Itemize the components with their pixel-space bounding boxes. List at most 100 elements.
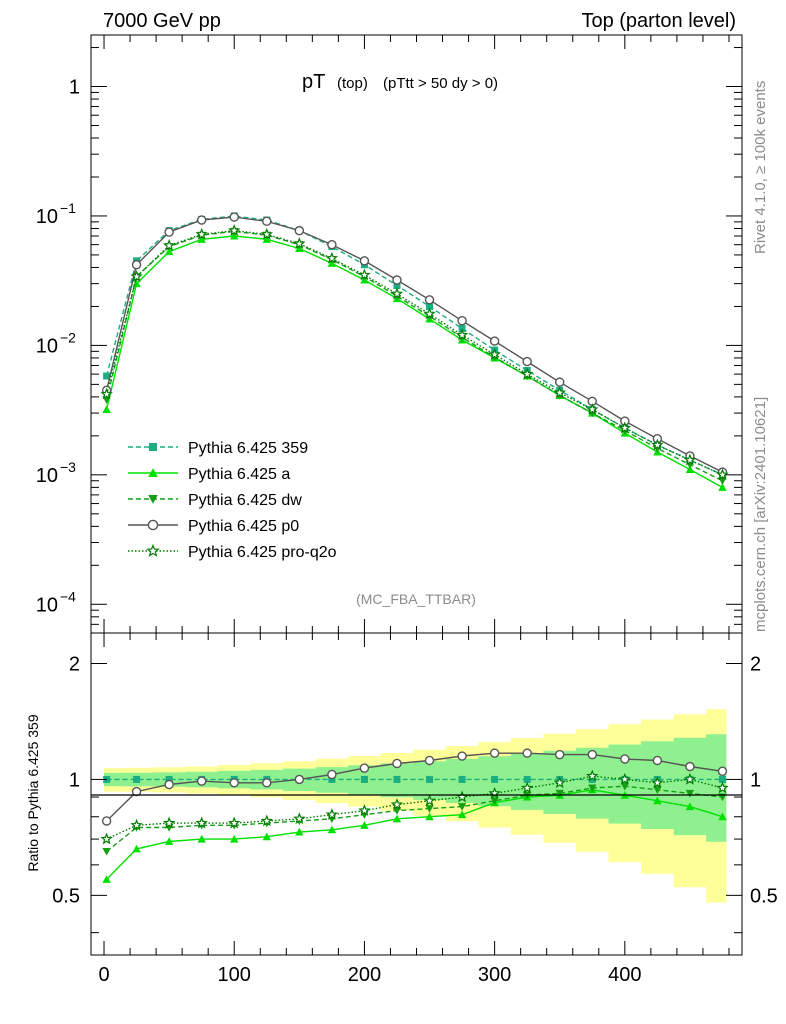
main-yticks: 110−110−210−310−4: [36, 47, 742, 634]
series-1-ratio-point: [197, 834, 206, 843]
series-1-point: [718, 483, 727, 491]
series-4-point: [553, 386, 566, 399]
title-sub: (top): [337, 75, 368, 92]
series-4-ratio-point: [195, 816, 208, 829]
series-1-point: [102, 405, 111, 413]
series-1-ratio-point: [392, 814, 402, 823]
series-1-point: [230, 231, 239, 240]
ratio-tick-label-right: 2: [750, 653, 761, 675]
ratio-tick-label-right: 1: [750, 769, 761, 791]
series-2-ratio-point: [490, 797, 499, 805]
series-3-ratio-point: [327, 769, 337, 780]
series-4-point: [100, 387, 113, 400]
series-1-ratio-point: [425, 812, 434, 821]
series-0-point: [458, 325, 466, 333]
series-0-point: [103, 372, 111, 380]
series-4-point: [683, 453, 697, 466]
series-3-ratio-point: [424, 755, 435, 766]
series-3-point: [489, 336, 500, 346]
ratio-band-inner: [104, 734, 727, 842]
series-0-point: [426, 302, 434, 310]
ratio-tick-label: 0.5: [52, 885, 80, 907]
plot-title: pT (top) (pTtt > 50 dy > 0): [302, 71, 498, 93]
series-4-ratio-point: [260, 814, 273, 827]
series-1-point: [685, 465, 695, 473]
series-4-point: [195, 227, 208, 240]
watermark: (MC_FBA_TTBAR): [356, 591, 476, 607]
series-4-ratio-point: [228, 816, 241, 829]
series-4-point: [162, 239, 176, 251]
series-3-ratio-point: [717, 766, 728, 776]
series-4-ratio-point: [423, 794, 436, 807]
series-1-ratio-point: [457, 810, 467, 819]
ratio-bands: [104, 709, 727, 903]
y-tick-exponent: −1: [60, 200, 76, 216]
x-tick-label: 0: [98, 964, 109, 986]
series-3-point: [164, 227, 174, 237]
series-3-ratio-point: [294, 774, 305, 785]
series-4-ratio-point: [683, 772, 697, 785]
ratio-yticks: 0.5 0.5 1 1 2 2: [52, 653, 778, 934]
series-1-ratio-point: [685, 802, 695, 811]
series-1-ratio-point: [295, 827, 304, 836]
series-0-ratio-point: [426, 775, 434, 783]
rivet-label: Rivet 4.1.0, ≥ 100k events: [752, 81, 769, 254]
series-3-ratio-point: [131, 786, 142, 797]
series-3-ratio-point: [457, 751, 467, 761]
series-4-point: [520, 367, 534, 380]
series-3-point: [554, 377, 565, 387]
series-3-ratio-point: [652, 755, 663, 766]
series-1-ratio-point: [164, 837, 174, 845]
legend-label-0: Pythia 6.425 359: [188, 440, 308, 457]
series-1-ratio-point: [102, 875, 111, 883]
series-1-line: [105, 235, 723, 489]
series-3-point: [131, 259, 142, 270]
series-2-point: [718, 477, 727, 485]
series-3-point: [392, 275, 402, 285]
series-4-ratio-point: [130, 818, 143, 831]
series-1-ratio-point: [132, 844, 141, 853]
series-0-ratio-point: [458, 775, 466, 783]
series-3-point: [327, 239, 337, 250]
ratio-marks: [100, 748, 729, 883]
series-1-ratio-point: [653, 796, 662, 805]
header-right: Top (parton level): [581, 10, 736, 32]
legend-label-2: Pythia 6.425 dw: [188, 492, 302, 509]
series-4-ratio-point: [325, 808, 339, 820]
y-tick-label: 10: [36, 594, 58, 616]
ratio-panel: 0 100 200 300 400 0.5 0.5 1 1 2 2: [52, 632, 778, 986]
series-4-point: [260, 227, 273, 240]
series-3-point: [457, 316, 467, 326]
x-tick-label: 100: [218, 964, 251, 986]
series-3-point: [229, 212, 239, 222]
series-3-ratio-point: [164, 779, 174, 790]
series-4-point: [488, 347, 501, 360]
y-tick-exponent: −3: [60, 459, 76, 475]
series-3-ratio-point: [229, 778, 239, 788]
x-tick-label: 400: [608, 964, 641, 986]
series-4-ratio-point: [651, 776, 664, 789]
series-0-ratio-point: [360, 775, 368, 783]
legend: Pythia 6.425 359 Pythia 6.425 a Pythia 6.4…: [128, 440, 337, 561]
legend-label-1: Pythia 6.425 a: [188, 466, 290, 483]
series-3-ratio-point: [522, 748, 532, 758]
series-3-ratio-point: [489, 748, 500, 758]
series-3-point: [294, 225, 305, 236]
series-0-ratio-point: [491, 775, 499, 783]
y-tick-label: 10: [36, 206, 58, 228]
ratio-tick-label-right: 0.5: [750, 885, 778, 907]
series-0-ratio-point: [393, 775, 401, 783]
series-4-point: [325, 251, 339, 264]
series-1-ratio-point: [230, 834, 239, 843]
series-2-ratio-point: [457, 803, 467, 811]
series-4-ratio-point: [586, 769, 599, 782]
series-1-ratio-point: [327, 825, 337, 834]
series-4-ratio-line: [106, 775, 723, 840]
ratio-tick-label: 2: [69, 653, 80, 675]
series-4-ratio-point: [520, 781, 534, 794]
series-4-ratio-point: [553, 776, 567, 789]
series-4-point: [716, 468, 729, 481]
series-4-point: [130, 270, 143, 282]
series-3-ratio-point: [262, 778, 272, 788]
